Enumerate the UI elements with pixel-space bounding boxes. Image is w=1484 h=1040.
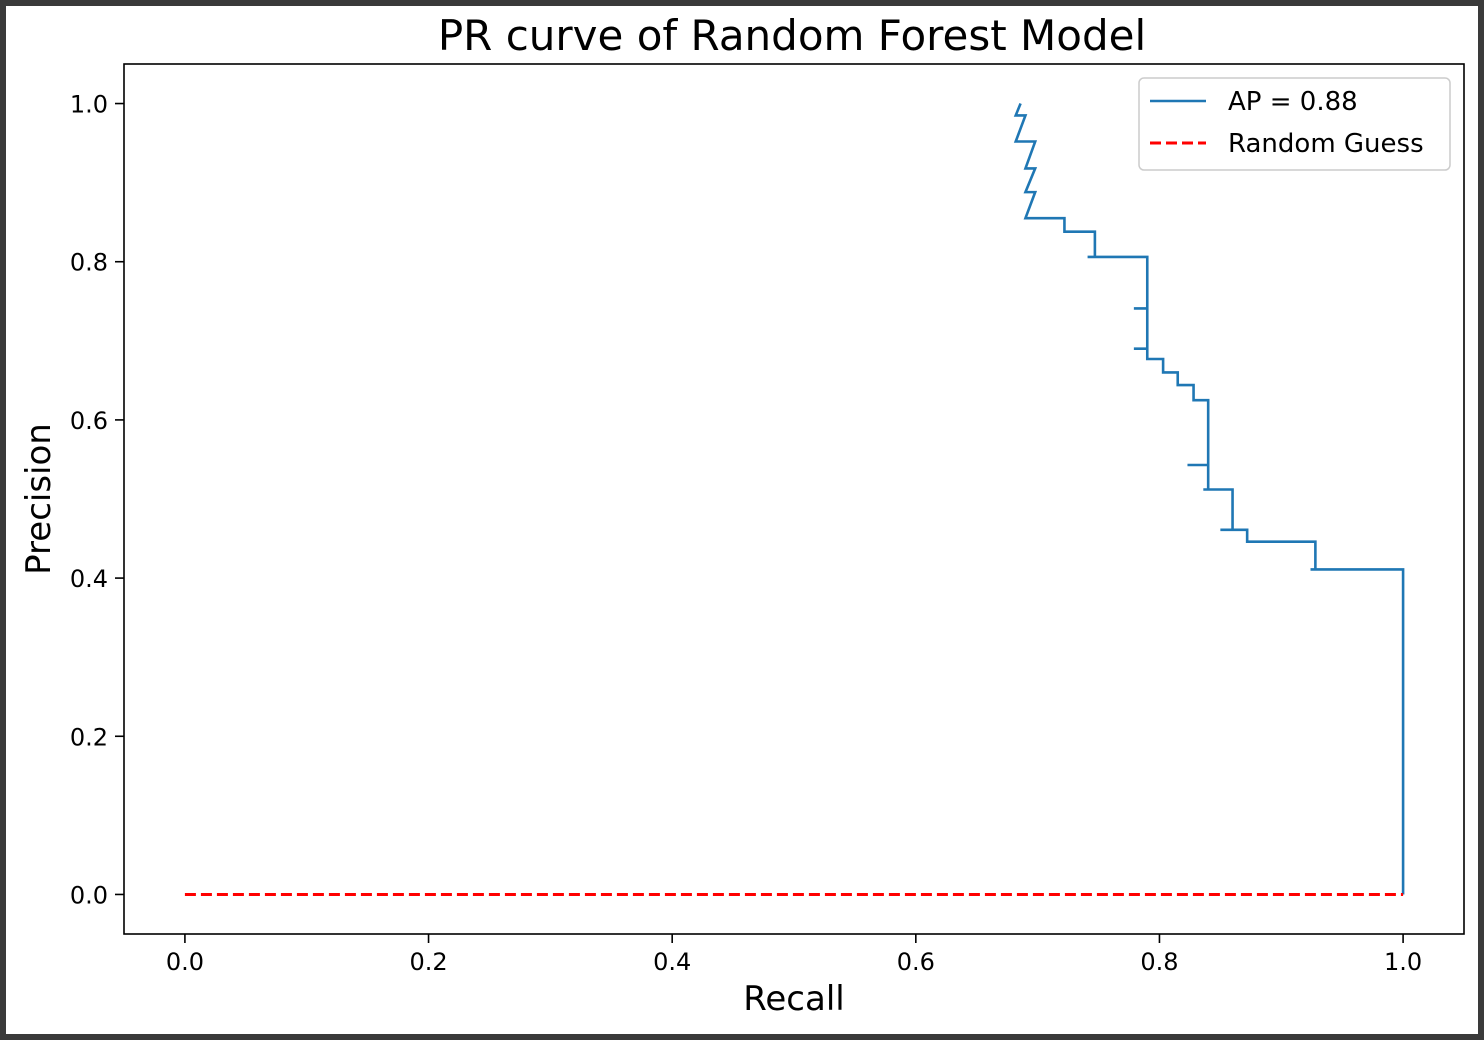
y-tick-label: 0.8 — [70, 249, 108, 277]
y-tick-label: 0.6 — [70, 407, 108, 435]
y-tick-label: 1.0 — [70, 91, 108, 119]
legend-box — [1138, 77, 1451, 171]
chart-figure: PR curve of Random Forest Model 0.0 0.2 0.… — [6, 6, 1478, 1034]
y-axis-ticks: 0.0 0.2 0.4 0.6 0.8 1.0 — [70, 91, 124, 909]
y-axis-label: Precision — [19, 423, 59, 575]
x-tick-label: 0.6 — [897, 948, 935, 976]
chart-svg: PR curve of Random Forest Model 0.0 0.2 0.… — [19, 11, 1465, 1019]
y-tick-label: 0.0 — [70, 881, 108, 909]
x-tick-label: 0.8 — [1140, 948, 1178, 976]
x-tick-label: 0.4 — [653, 948, 691, 976]
x-tick-label: 0.2 — [409, 948, 447, 976]
chart-title: PR curve of Random Forest Model — [438, 11, 1146, 60]
legend: AP = 0.88 Random Guess — [1138, 77, 1451, 171]
plot-area — [123, 63, 1465, 935]
series-line-ap — [1013, 103, 1405, 895]
y-tick-label: 0.4 — [70, 565, 108, 593]
x-axis-label: Recall — [743, 979, 844, 1019]
x-axis-ticks: 0.0 0.2 0.4 0.6 0.8 1.0 — [166, 934, 1422, 976]
y-tick-label: 0.2 — [70, 723, 108, 751]
x-tick-label: 1.0 — [1384, 948, 1422, 976]
legend-label-random-guess: Random Guess — [1228, 129, 1424, 159]
legend-label-ap: AP = 0.88 — [1228, 87, 1358, 117]
x-tick-label: 0.0 — [166, 948, 204, 976]
